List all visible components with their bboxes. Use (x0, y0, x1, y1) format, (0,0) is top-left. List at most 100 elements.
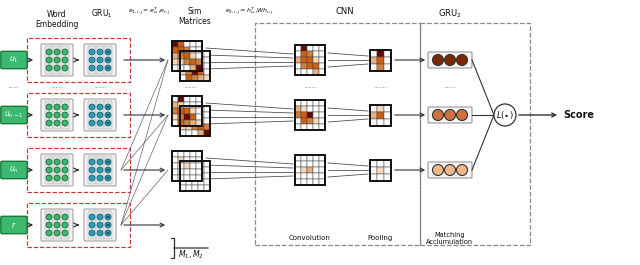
Circle shape (89, 57, 95, 63)
Bar (369, 104, 390, 126)
Circle shape (54, 214, 60, 220)
Bar (295, 173, 301, 179)
Bar (186, 75, 192, 81)
Bar (369, 64, 376, 70)
Bar (178, 120, 184, 126)
Bar (180, 106, 210, 136)
Bar (307, 51, 313, 57)
Bar (295, 155, 325, 185)
Bar (319, 124, 325, 130)
Bar (313, 57, 319, 63)
Circle shape (62, 112, 68, 118)
Bar (319, 63, 325, 69)
Bar (369, 50, 376, 56)
Bar (383, 56, 390, 64)
Bar (184, 151, 190, 157)
Bar (301, 179, 307, 185)
Circle shape (105, 214, 111, 220)
FancyBboxPatch shape (104, 46, 112, 74)
Bar (376, 64, 383, 70)
Bar (198, 185, 204, 191)
Bar (369, 104, 376, 112)
Bar (383, 112, 390, 118)
Circle shape (97, 120, 103, 126)
Bar (190, 120, 196, 126)
Bar (172, 65, 178, 71)
FancyBboxPatch shape (88, 46, 96, 74)
Circle shape (46, 65, 52, 71)
Bar (301, 106, 307, 112)
Bar (184, 96, 190, 102)
Bar (172, 59, 178, 65)
FancyBboxPatch shape (61, 101, 69, 129)
Circle shape (54, 175, 60, 181)
Bar (198, 173, 204, 179)
Bar (186, 161, 192, 167)
Circle shape (62, 49, 68, 55)
Bar (172, 96, 202, 126)
Circle shape (89, 120, 95, 126)
Bar (184, 102, 190, 108)
Bar (178, 53, 184, 59)
Bar (313, 69, 319, 75)
Text: GRU$_2$: GRU$_2$ (438, 7, 462, 20)
Bar (192, 112, 198, 118)
Bar (319, 173, 325, 179)
Bar (27, 148, 130, 192)
Circle shape (456, 165, 467, 175)
Bar (383, 50, 390, 56)
Bar (376, 56, 383, 64)
Bar (295, 51, 301, 57)
Bar (301, 161, 307, 167)
Bar (192, 63, 198, 69)
Bar (198, 75, 204, 81)
Bar (180, 167, 186, 173)
Bar (184, 108, 190, 114)
Bar (204, 118, 210, 124)
Bar (204, 130, 210, 136)
Bar (180, 179, 186, 185)
Bar (190, 59, 196, 65)
Bar (178, 175, 184, 181)
Bar (27, 38, 130, 82)
Circle shape (105, 159, 111, 165)
Text: Convolution: Convolution (289, 235, 331, 241)
Bar (204, 57, 210, 63)
Text: $e_{2,i,j}=h_{u,i}^T Wh_{r,j}$: $e_{2,i,j}=h_{u,i}^T Wh_{r,j}$ (225, 5, 274, 16)
Bar (184, 169, 190, 175)
Circle shape (97, 112, 103, 118)
Bar (180, 118, 186, 124)
FancyBboxPatch shape (41, 154, 73, 186)
Circle shape (62, 57, 68, 63)
Bar (172, 114, 178, 120)
Bar (172, 108, 178, 114)
Bar (204, 173, 210, 179)
Bar (313, 100, 319, 106)
Circle shape (46, 214, 52, 220)
Bar (186, 167, 192, 173)
Bar (369, 160, 376, 166)
Circle shape (433, 165, 444, 175)
Bar (313, 161, 319, 167)
Circle shape (445, 109, 456, 121)
Text: Sim
Matrices: Sim Matrices (179, 7, 211, 27)
FancyBboxPatch shape (104, 101, 112, 129)
Circle shape (97, 104, 103, 110)
FancyBboxPatch shape (1, 216, 27, 234)
Text: $r$: $r$ (12, 220, 17, 230)
Circle shape (62, 120, 68, 126)
Circle shape (46, 104, 52, 110)
Bar (301, 173, 307, 179)
Circle shape (62, 230, 68, 236)
Circle shape (46, 49, 52, 55)
Bar (383, 160, 390, 166)
Bar (307, 124, 313, 130)
Circle shape (89, 175, 95, 181)
Circle shape (54, 104, 60, 110)
Bar (192, 118, 198, 124)
Circle shape (54, 112, 60, 118)
Bar (190, 163, 196, 169)
Bar (204, 179, 210, 185)
Bar (180, 63, 186, 69)
Bar (313, 63, 319, 69)
